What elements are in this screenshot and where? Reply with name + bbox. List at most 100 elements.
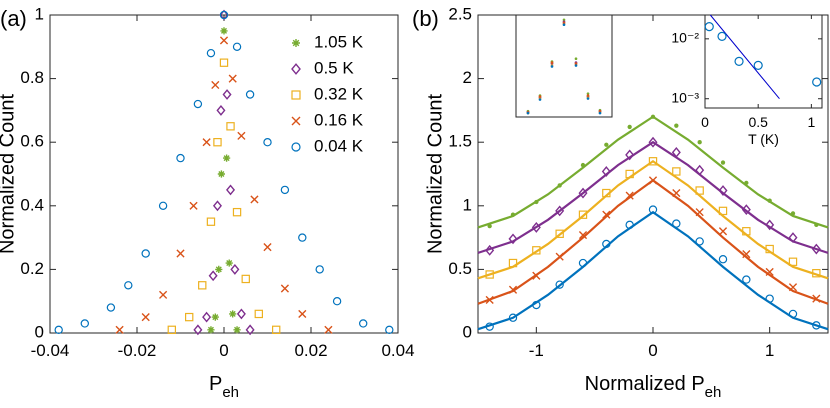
- marker: [741, 204, 751, 216]
- marker: [280, 185, 290, 195]
- marker: [674, 123, 679, 128]
- y-tick-label: 0.8: [20, 68, 44, 87]
- marker: [532, 271, 541, 280]
- y-tick-label: 1.5: [448, 132, 472, 151]
- panel-label: (a): [0, 6, 27, 31]
- y-tick-label: 1: [463, 195, 472, 214]
- marker: [812, 77, 822, 87]
- marker: [586, 92, 590, 96]
- marker: [672, 167, 681, 176]
- x-axis-label: Peh: [209, 373, 239, 401]
- marker: [765, 219, 775, 231]
- marker: [208, 270, 218, 282]
- marker: [532, 300, 541, 310]
- marker: [717, 31, 727, 41]
- marker: [510, 212, 516, 217]
- marker: [229, 310, 237, 318]
- marker: [176, 153, 185, 163]
- x-tick-label: 0.5: [748, 114, 768, 130]
- marker: [228, 74, 237, 83]
- x-tick-label: 0: [219, 341, 228, 360]
- marker: [141, 249, 150, 258]
- marker: [508, 313, 518, 322]
- marker: [219, 9, 229, 21]
- legend-background: [282, 31, 392, 55]
- marker: [220, 27, 228, 35]
- marker: [222, 89, 232, 100]
- marker: [555, 229, 564, 238]
- marker: [765, 244, 774, 254]
- marker: [485, 270, 494, 279]
- marker: [291, 142, 301, 152]
- marker: [54, 325, 63, 335]
- marker: [574, 62, 578, 65]
- x-axis-label: Normalized Peh: [585, 373, 722, 401]
- marker: [485, 322, 494, 331]
- marker: [159, 290, 168, 299]
- marker: [557, 183, 562, 188]
- marker: [211, 80, 220, 90]
- marker: [225, 259, 233, 267]
- marker: [324, 325, 333, 334]
- marker: [291, 90, 301, 100]
- marker: [704, 22, 714, 32]
- marker: [485, 244, 495, 256]
- fit-line: [477, 140, 829, 254]
- y-tick-label: 10⁻²: [671, 30, 699, 46]
- marker: [625, 191, 634, 200]
- x-tick-label: -0.04: [31, 341, 70, 360]
- marker: [648, 205, 658, 214]
- y-axis-label: Normalized Count: [424, 94, 446, 255]
- marker: [217, 170, 225, 178]
- y-tick-label: 10⁻³: [671, 89, 699, 105]
- x-axis-label: T (K): [748, 131, 779, 147]
- marker: [788, 257, 798, 266]
- x-tick-label: -0.02: [118, 341, 157, 360]
- x-axis-label-text: Normalized P: [585, 373, 705, 395]
- marker: [263, 243, 272, 252]
- marker: [263, 137, 272, 147]
- y-tick-label: 0: [35, 322, 44, 341]
- marker: [115, 325, 124, 334]
- marker: [185, 312, 194, 322]
- marker: [578, 258, 588, 268]
- marker: [250, 195, 259, 204]
- marker: [562, 18, 566, 22]
- y-axis-label: Normalized Count: [0, 94, 18, 255]
- marker: [106, 303, 116, 312]
- marker: [650, 114, 656, 119]
- marker: [812, 269, 821, 278]
- marker: [198, 281, 207, 290]
- fit-line: [709, 14, 780, 100]
- marker: [193, 324, 203, 336]
- marker: [508, 285, 518, 294]
- marker: [80, 319, 90, 328]
- marker: [207, 326, 215, 334]
- marker: [625, 169, 634, 179]
- marker: [695, 208, 704, 217]
- marker: [189, 201, 198, 210]
- marker: [550, 61, 554, 64]
- marker: [176, 249, 185, 258]
- marker: [292, 39, 300, 47]
- marker: [555, 205, 565, 217]
- marker: [718, 206, 728, 216]
- axes-box: [704, 14, 823, 109]
- marker: [604, 142, 609, 147]
- y-tick-label: 1: [35, 4, 44, 23]
- marker: [601, 166, 611, 177]
- marker: [742, 275, 751, 284]
- marker: [814, 222, 819, 228]
- marker: [298, 233, 307, 242]
- marker: [790, 211, 796, 216]
- marker: [206, 217, 216, 226]
- marker: [280, 284, 289, 293]
- fit-line: [477, 159, 829, 280]
- marker: [744, 180, 749, 186]
- panel-label: (b): [412, 6, 439, 31]
- marker: [202, 311, 212, 323]
- marker: [230, 263, 240, 275]
- x-axis-label-text: T (K): [748, 131, 779, 147]
- marker: [648, 157, 658, 166]
- marker: [753, 60, 763, 71]
